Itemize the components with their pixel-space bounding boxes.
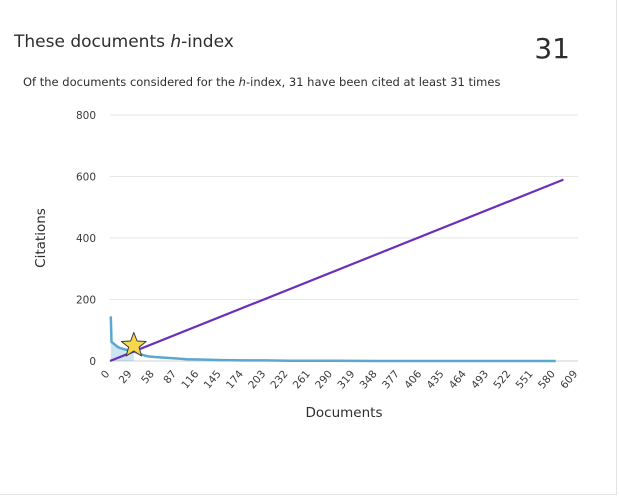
x-tick-label-15: 435 <box>425 368 447 391</box>
chart-subtitle: Of the documents considered for the h-in… <box>23 75 501 89</box>
y-tick-label-4: 800 <box>76 110 96 122</box>
h-core-area <box>110 316 134 361</box>
x-tick-label-8: 232 <box>269 368 291 391</box>
x-tick-label-20: 580 <box>536 368 558 391</box>
x-tick-label-17: 493 <box>469 368 491 391</box>
x-tick-label-7: 203 <box>246 368 268 391</box>
x-tick-label-21: 609 <box>558 368 580 391</box>
y-tick-label-0: 0 <box>89 356 96 368</box>
x-tick-label-19: 551 <box>514 368 536 391</box>
reference-diagonal-line <box>109 178 564 363</box>
h-index-star-icon <box>121 332 147 357</box>
x-tick-label-13: 377 <box>380 368 402 391</box>
y-tick-label-2: 400 <box>76 233 96 245</box>
x-tick-label-18: 522 <box>491 368 513 391</box>
series-group <box>109 178 564 363</box>
x-tick-label-11: 319 <box>335 368 357 391</box>
x-tick-label-10: 290 <box>313 368 335 391</box>
x-tick-label-9: 261 <box>291 368 313 391</box>
gridlines <box>110 114 578 362</box>
x-tick-label-6: 174 <box>224 368 246 391</box>
y-tick-labels: 0 200 400 600 800 <box>76 110 96 368</box>
x-tick-label-1: 29 <box>117 368 135 386</box>
x-axis-title: Documents <box>306 405 383 421</box>
h-index-value: 31 <box>534 32 570 65</box>
y-axis-title: Citations <box>33 208 49 268</box>
x-tick-label-4: 116 <box>179 368 201 391</box>
y-tick-label-1: 200 <box>76 295 96 307</box>
x-tick-label-16: 464 <box>447 368 469 391</box>
x-tick-label-12: 348 <box>358 368 380 391</box>
citations-line <box>109 316 556 363</box>
page-title: These documents h-index <box>14 32 234 52</box>
x-tick-label-0: 0 <box>99 368 112 381</box>
x-tick-label-14: 406 <box>402 368 424 391</box>
x-tick-labels: 0 29 58 87 116 145 174 203 232 261 290 319 348 377 406… <box>99 368 580 391</box>
marker-group <box>121 332 147 357</box>
x-tick-label-3: 87 <box>161 368 179 386</box>
x-tick-label-2: 58 <box>139 368 157 386</box>
x-tick-label-5: 145 <box>202 368 224 391</box>
y-tick-label-3: 600 <box>76 172 96 184</box>
